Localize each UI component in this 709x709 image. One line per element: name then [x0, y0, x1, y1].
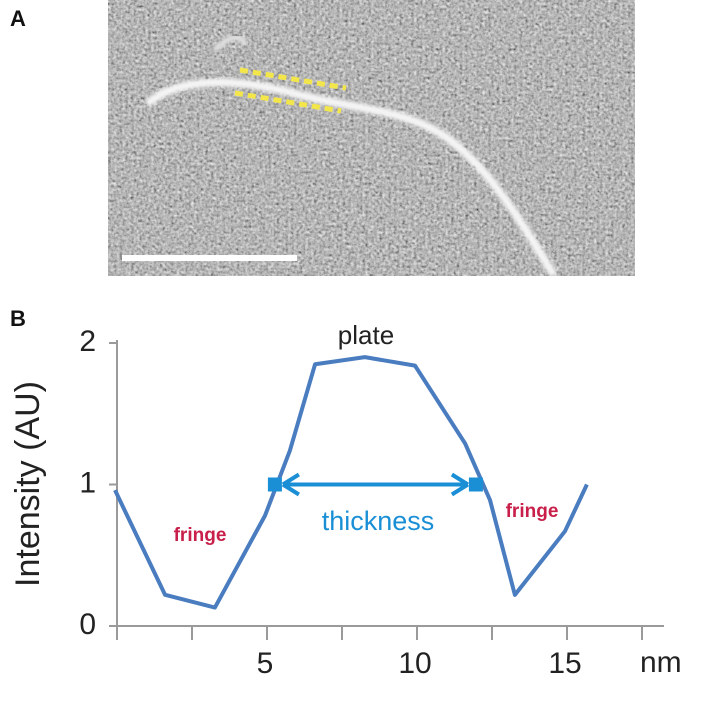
annotation: plate — [338, 320, 394, 350]
micrograph-texture — [108, 0, 635, 276]
marker — [468, 477, 483, 492]
debris — [212, 34, 248, 53]
x-axis-label: nm — [640, 646, 682, 679]
annotation: fringe — [506, 501, 559, 522]
annotation: fringe — [174, 525, 227, 546]
x-tick-label: 5 — [257, 647, 274, 680]
y-tick-label: 0 — [79, 608, 96, 641]
y-tick-label: 1 — [79, 466, 96, 499]
arrow-head — [450, 472, 469, 497]
panel-label: A — [10, 6, 26, 31]
profile-box-bottom — [234, 90, 342, 114]
x-tick-label: 15 — [548, 647, 581, 680]
x-tick-label: 10 — [398, 647, 431, 680]
marker — [267, 477, 282, 492]
data-line — [113, 355, 589, 610]
y-axis-label: Intensity (AU) — [9, 381, 47, 587]
arrow-head — [281, 472, 300, 497]
filament — [146, 78, 556, 276]
profile-box-top — [239, 67, 347, 91]
annotation: thickness — [322, 506, 435, 536]
y-tick-label: 2 — [79, 325, 96, 358]
panel-label: B — [10, 306, 26, 331]
